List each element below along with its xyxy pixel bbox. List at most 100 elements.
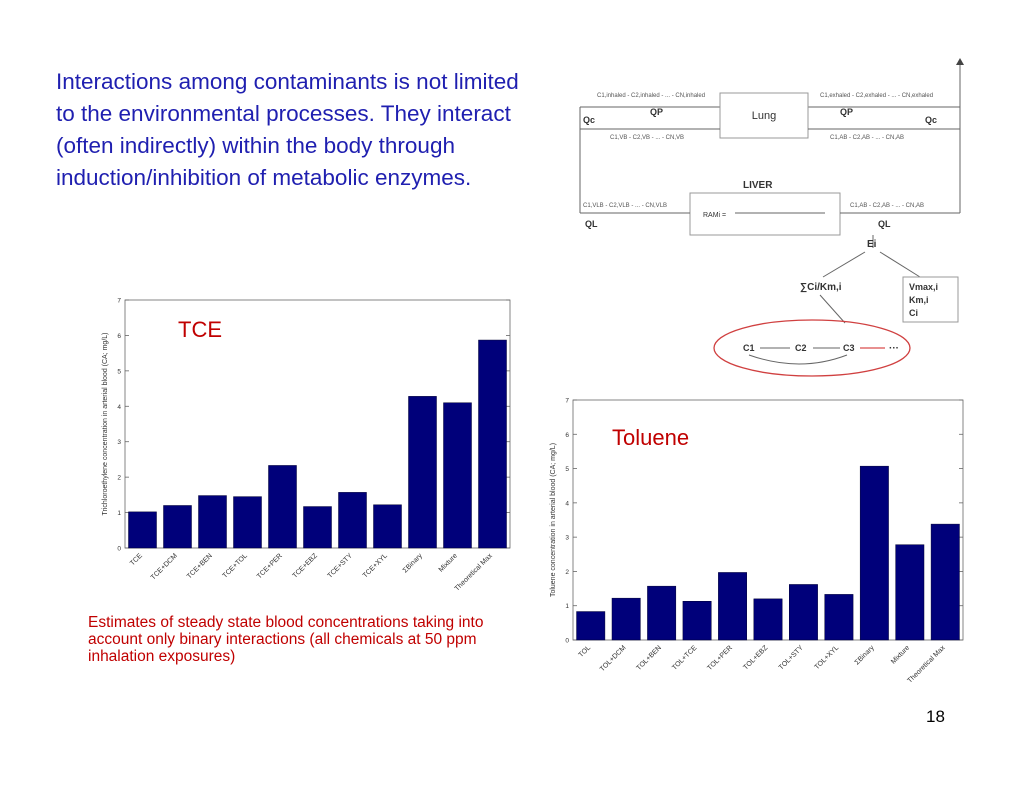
liver-label: LIVER <box>743 180 773 191</box>
pbpk-diagram: Lung C1,inhaled - C2,inhaled - ... - CN,… <box>579 58 964 377</box>
venous-b-label: C1,VB - C2,VB - ... - CN,VB <box>610 135 684 141</box>
tce-category-label: Mixture <box>438 552 459 573</box>
venous-l-label: C1,VLB - C2,VLB - ... - CN,VLB <box>583 203 667 209</box>
toluene-category-label: Theoretical Max <box>907 644 948 685</box>
tce-bar <box>303 506 332 549</box>
tce-chart-title: TCE <box>178 317 222 342</box>
toluene-bar <box>753 598 783 641</box>
tce-bar <box>408 396 437 549</box>
tce-ylabel: Trichloroethylene concentration in arter… <box>102 333 109 516</box>
sum-ck-label: ∑Ci/Km,i <box>800 282 842 293</box>
qp-left-label: QP <box>650 107 663 117</box>
tce-bar <box>233 496 262 549</box>
more-dots-label: ··· <box>889 343 899 354</box>
diagram-line <box>819 294 846 324</box>
tce-ytick-label: 4 <box>117 404 121 411</box>
toluene-chart-title: Toluene <box>612 425 690 450</box>
toluene-bar <box>895 544 925 641</box>
toluene-category-label: TOL+BEN <box>635 644 663 672</box>
toluene-bar <box>930 523 960 641</box>
diagram-line <box>879 251 921 278</box>
ram-label: RAMi = <box>703 212 726 219</box>
tce-bar <box>198 495 227 549</box>
tce-category-label: TCE <box>129 552 144 567</box>
toluene-bar <box>824 594 854 641</box>
vmax-label: Vmax,i <box>909 282 938 292</box>
qc-left-label: Qc <box>583 115 595 125</box>
tce-category-label: TCE+EBZ <box>292 552 320 580</box>
toluene-category-label: ΣBinary <box>854 644 876 666</box>
toluene-ytick-label: 4 <box>565 500 569 507</box>
exhaled-label: C1,exhaled - C2,exhaled - ... - CN,exhal… <box>820 93 933 99</box>
toluene-category-label: TOL+DCM <box>599 644 628 673</box>
tce-bar <box>268 465 297 549</box>
toluene-bar <box>576 611 606 641</box>
enzyme-params-box <box>902 276 959 323</box>
tce-category-label: TCE+PER <box>256 552 284 580</box>
tce-bar <box>478 339 507 549</box>
qc-right-label: Qc <box>925 115 937 125</box>
toluene-bar <box>647 585 677 641</box>
ei-label: Ei <box>867 239 877 250</box>
toluene-ytick-label: 1 <box>565 603 569 610</box>
tce-bar <box>163 505 192 549</box>
arterial-b-label: C1,AB - C2,AB - ... - CN,AB <box>830 135 904 141</box>
tce-category-label: TCE+XYL <box>362 552 389 579</box>
km-label: Km,i <box>909 295 929 305</box>
qp-right-label: QP <box>840 107 853 117</box>
slide-number: 18 <box>926 707 945 726</box>
toluene-ytick-label: 7 <box>565 398 569 405</box>
toluene-ylabel: Toluene concentration in arterial blood … <box>550 443 557 597</box>
chart-caption: Estimates of steady state blood concentr… <box>88 614 484 665</box>
tce-category-label: ΣBinary <box>402 552 424 574</box>
interaction-oval <box>713 319 911 377</box>
tce-category-label: TCE+STY <box>327 552 355 580</box>
toluene-ytick-label: 0 <box>565 638 569 645</box>
tce-category-label: TCE+DCM <box>150 552 179 581</box>
toluene-category-label: TOL+PER <box>706 644 734 672</box>
tce-ytick-label: 3 <box>117 439 121 446</box>
tce-ytick-label: 0 <box>117 546 121 553</box>
tce-bar <box>443 402 472 549</box>
tce-bar <box>128 511 157 549</box>
toluene-bar <box>682 601 712 641</box>
toluene-bar-chart: 0 1 2 3 4 5 6 7 TOL TOL+DCM TOL+BEN TOL+TCE TOL+PER T… <box>550 398 964 685</box>
toluene-bar <box>611 597 641 641</box>
c1-label: C1 <box>743 343 755 353</box>
toluene-category-label: TOL+STY <box>778 644 805 671</box>
ql-left-label: QL <box>585 219 598 229</box>
toluene-ytick-label: 3 <box>565 535 569 542</box>
arterial-l-label: C1,AB - C2,AB - ... - CN,AB <box>850 203 924 209</box>
tce-bar-chart: 0 1 2 3 4 5 6 7 TCE TCE+DCM TCE+BEN TCE+TOL TCE+PER T… <box>102 298 511 593</box>
toluene-bar <box>718 572 747 641</box>
arrow-up-icon <box>956 58 964 65</box>
tce-ytick-label: 6 <box>117 333 121 340</box>
ci-label: Ci <box>909 308 918 318</box>
tce-category-label: TCE+TOL <box>222 552 249 579</box>
toluene-ytick-label: 2 <box>565 569 569 576</box>
tce-ytick-label: 2 <box>117 475 121 482</box>
inhaled-label: C1,inhaled - C2,inhaled - ... - CN,inhal… <box>597 93 705 99</box>
tce-ytick-label: 7 <box>117 298 121 305</box>
lung-label: Lung <box>752 110 776 122</box>
c2-label: C2 <box>795 343 807 353</box>
toluene-ytick-label: 6 <box>565 432 569 439</box>
ql-right-label: QL <box>878 219 891 229</box>
curved-arrow-icon <box>748 354 848 365</box>
liver-box <box>689 192 841 236</box>
toluene-bar <box>789 584 818 641</box>
toluene-ytick-label: 5 <box>565 466 569 473</box>
toluene-category-label: Mixture <box>890 644 911 665</box>
toluene-category-label: TOL <box>578 644 593 659</box>
c3-label: C3 <box>843 343 855 353</box>
tce-ytick-label: 5 <box>117 368 121 375</box>
toluene-category-label: TOL+XYL <box>814 644 841 671</box>
lung-box <box>719 92 809 139</box>
toluene-bar <box>859 465 889 641</box>
tce-ytick-label: 1 <box>117 510 121 517</box>
tce-category-label: Theoretical Max <box>454 552 495 593</box>
intro-text: Interactions among contaminants is not l… <box>56 69 519 190</box>
tce-bar <box>373 504 402 549</box>
tce-category-label: TCE+BEN <box>186 552 214 580</box>
toluene-category-label: TOL+EBZ <box>742 644 770 672</box>
